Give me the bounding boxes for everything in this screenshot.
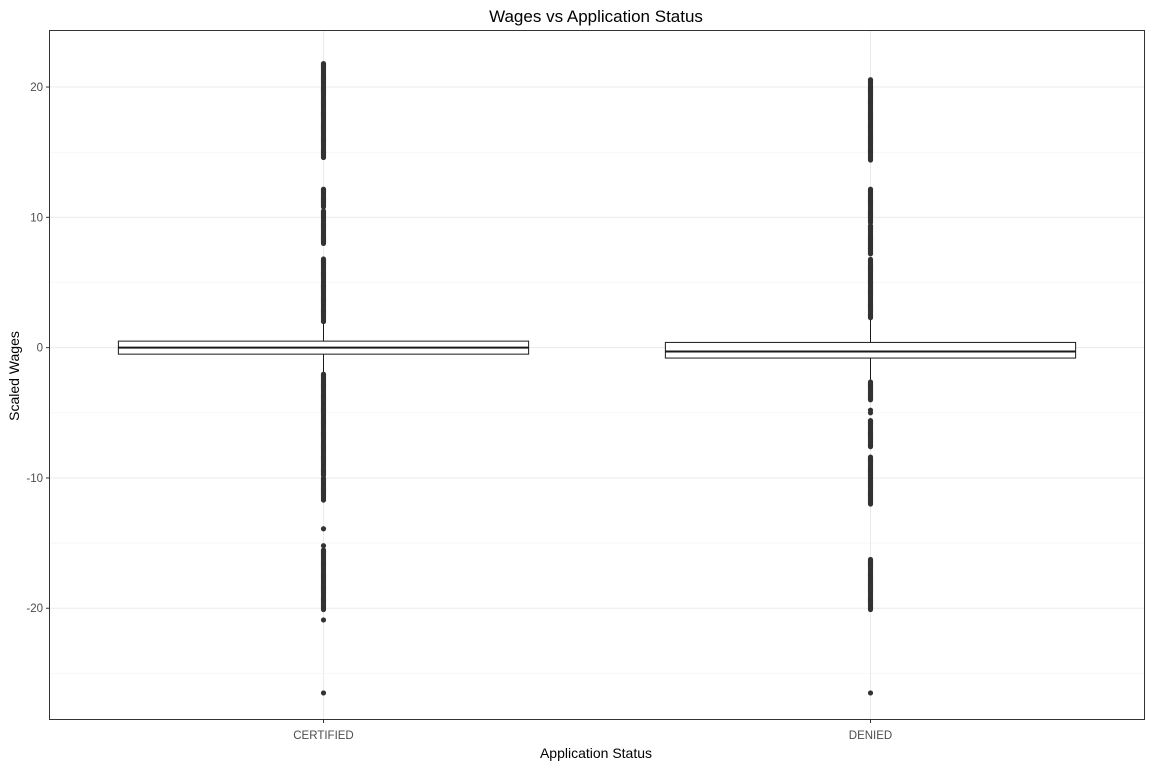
outlier-point (867, 556, 874, 563)
outlier-point (867, 186, 874, 192)
outlier-point (320, 547, 327, 553)
outlier-point (867, 379, 874, 385)
x-tick-label: DENIED (849, 730, 892, 742)
outlier-point (867, 454, 874, 460)
outlier-point (320, 690, 327, 696)
y-tick-label: -20 (26, 603, 43, 615)
y-tick-label: 0 (37, 343, 43, 355)
y-tick-label: 10 (30, 212, 43, 224)
outlier-point (867, 410, 874, 416)
outlier-point (867, 256, 874, 262)
y-tick-label: -10 (26, 473, 43, 485)
outlier-point (320, 526, 327, 532)
outlier-point (320, 617, 327, 623)
y-axis-title: Scaled Wages (6, 331, 22, 421)
outlier-point (867, 418, 874, 424)
box-series (117, 317, 1077, 382)
outlier-point (867, 690, 874, 696)
outlier-point (320, 543, 327, 549)
box-iqr (664, 341, 1077, 359)
outlier-point (320, 475, 327, 481)
x-axis-title: Application Status (540, 745, 652, 761)
outlier-point (867, 77, 874, 83)
panel-border (49, 30, 1145, 720)
y-tick-label: 20 (30, 82, 43, 94)
axes: -20 -10 0 10 20 CERTIFIED DENIED (26, 82, 892, 742)
outlier-point (320, 154, 327, 160)
chart-title: Wages vs Application Status (489, 7, 703, 26)
x-tick-label: CERTIFIED (293, 730, 354, 742)
outlier-point (320, 60, 327, 67)
outlier-points (320, 60, 874, 696)
outlier-point (320, 371, 327, 377)
outlier-point (320, 187, 327, 193)
outlier-point (320, 208, 327, 214)
outlier-point (320, 256, 327, 262)
